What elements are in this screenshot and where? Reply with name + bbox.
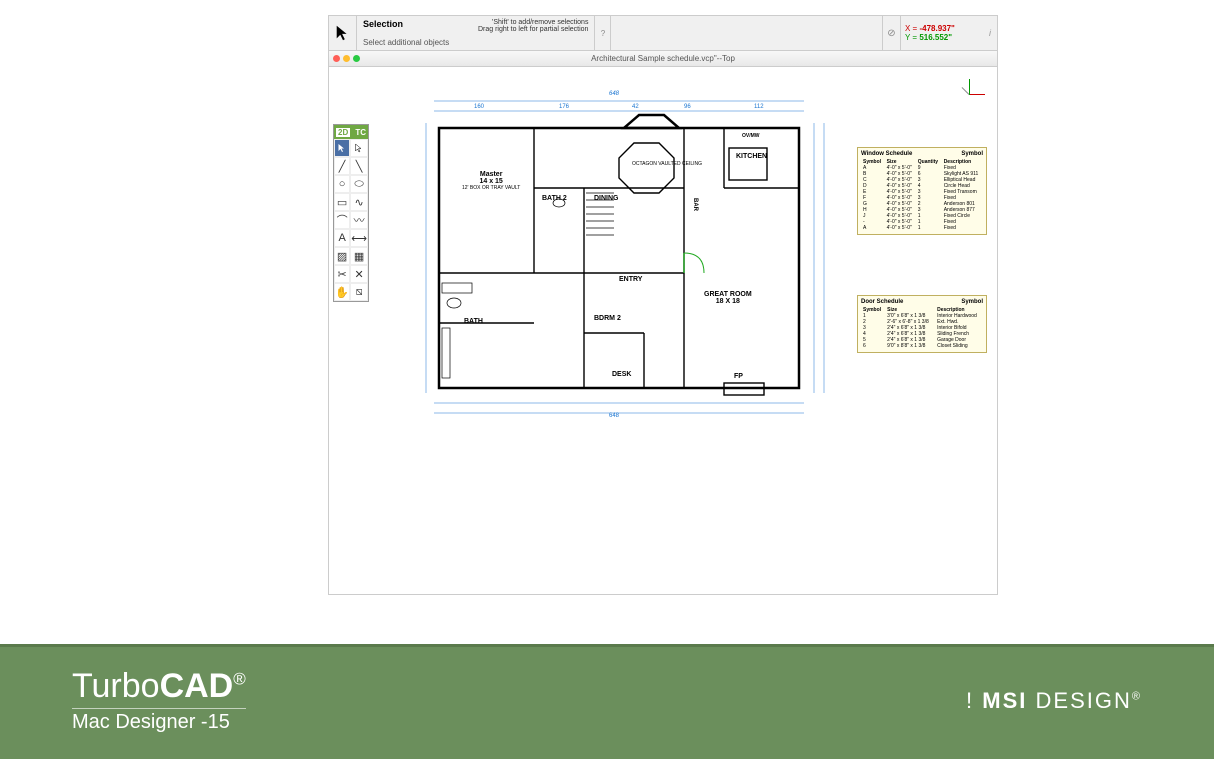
- room-fp: FP: [734, 373, 743, 380]
- dim-overall-bottom: 648: [609, 413, 619, 419]
- door-schedule-table: SymbolSizeDescription 13'0" x 6'8" x 1 3…: [861, 307, 983, 349]
- selection-title: Selection: [363, 19, 403, 33]
- door-schedule: Door ScheduleSymbol SymbolSizeDescriptio…: [857, 295, 987, 353]
- ucs-axes-icon: [963, 75, 989, 101]
- arc-tool[interactable]: ⌒: [334, 211, 350, 229]
- drawing-canvas[interactable]: 2D TC ╱ ╲ ○ ⬭ ▭ ∿ ⌒ 〰 A ⟷ ▨ ▦ ✂ ✕ ✋: [329, 67, 997, 594]
- table-row: A4'-0" x 5'-0"1Fixed: [861, 225, 983, 231]
- dim: 112: [754, 104, 764, 110]
- select-tool[interactable]: [334, 139, 350, 157]
- text-tool[interactable]: A: [334, 229, 350, 247]
- brand-name: TurboCAD®: [72, 667, 246, 706]
- lock-icon[interactable]: ⊘: [883, 16, 901, 50]
- palette-brand: TC: [355, 128, 366, 137]
- footer-banner: TurboCAD® Mac Designer -15 ! MSI DESIGN®: [0, 644, 1214, 759]
- dim: 160: [474, 104, 484, 110]
- selection-info: Selection 'Shift' to add/remove selectio…: [357, 16, 595, 50]
- coordinates: X = -478.937" Y = 516.552": [901, 16, 983, 50]
- select-alt-tool[interactable]: [350, 139, 368, 157]
- octagon-note: OCTAGON VAULTED CEILING: [632, 161, 702, 167]
- room-desk: DESK: [612, 371, 631, 378]
- room-entry: ENTRY: [619, 276, 642, 283]
- dim-overall-top: 648: [607, 91, 621, 97]
- brand-block: TurboCAD® Mac Designer -15: [72, 667, 246, 734]
- hatch2-tool[interactable]: ⧅: [350, 283, 368, 301]
- dim: 176: [559, 104, 569, 110]
- coord-y-label: Y =: [905, 33, 917, 42]
- curve-tool[interactable]: 〰: [350, 211, 368, 229]
- scissors-tool[interactable]: ✂: [334, 265, 350, 283]
- floorplan: 648 Master 14 x 15 12' BOX OR TRAY VAULT…: [384, 93, 844, 423]
- palette-header: 2D TC: [334, 125, 368, 139]
- cursor-arrow-icon: [334, 24, 352, 42]
- dimension-tool[interactable]: ⟷: [350, 229, 368, 247]
- ellipse-tool[interactable]: ⬭: [350, 175, 368, 193]
- coord-x-value: -478.937": [919, 24, 954, 33]
- line-tool[interactable]: ╱: [334, 157, 350, 175]
- window-schedule-table: SymbolSizeQuantityDescription A4'-0" x 5…: [861, 159, 983, 231]
- room-kitchen: KITCHEN: [736, 153, 767, 160]
- coord-x-label: X =: [905, 24, 917, 33]
- room-bath2: BATH 2: [542, 195, 567, 202]
- dim: 96: [684, 104, 691, 110]
- pan-tool[interactable]: ✋: [334, 283, 350, 301]
- room-dining: DINING: [594, 195, 619, 202]
- tool-palette[interactable]: 2D TC ╱ ╲ ○ ⬭ ▭ ∿ ⌒ 〰 A ⟷ ▨ ▦ ✂ ✕ ✋: [333, 124, 369, 302]
- room-bdrm2: BDRM 2: [594, 315, 621, 322]
- tool-grid: ╱ ╲ ○ ⬭ ▭ ∿ ⌒ 〰 A ⟷ ▨ ▦ ✂ ✕ ✋ ⧅: [334, 139, 368, 301]
- company-name: ! MSI DESIGN®: [966, 688, 1142, 714]
- room-great: GREAT ROOM 18 X 18: [704, 291, 752, 305]
- info-spacer: [611, 16, 883, 50]
- selection-hint2: Drag right to left for partial selection: [478, 26, 589, 33]
- help-button[interactable]: ?: [595, 16, 611, 50]
- app-window: Selection 'Shift' to add/remove selectio…: [328, 15, 998, 595]
- coord-y-value: 516.552": [919, 33, 952, 42]
- room-bath: BATH: [464, 318, 483, 325]
- selection-subtext: Select additional objects: [363, 38, 588, 47]
- brand-subtitle: Mac Designer -15: [72, 708, 246, 734]
- trim-tool[interactable]: ✕: [350, 265, 368, 283]
- hatch-tool[interactable]: ▨: [334, 247, 350, 265]
- circle-tool[interactable]: ○: [334, 175, 350, 193]
- fill-tool[interactable]: ▦: [350, 247, 368, 265]
- door-schedule-title: Door Schedule: [861, 299, 903, 305]
- selection-hint1: 'Shift' to add/remove selections: [478, 19, 589, 26]
- mode-label[interactable]: 2D: [336, 128, 350, 137]
- line2-tool[interactable]: ╲: [350, 157, 368, 175]
- room-mw: OV/MW: [742, 133, 760, 139]
- document-title: Architectural Sample schedule.vcp"--Top: [329, 54, 997, 63]
- info-bar: Selection 'Shift' to add/remove selectio…: [329, 16, 997, 51]
- info-icon[interactable]: i: [983, 16, 997, 50]
- title-bar: Architectural Sample schedule.vcp"--Top: [329, 51, 997, 67]
- dim: 42: [632, 104, 639, 110]
- room-bar: BAR: [692, 198, 698, 211]
- table-row: 69'0" x 8'8" x 1 3/8Closet Sliding: [861, 343, 983, 349]
- rect-tool[interactable]: ▭: [334, 193, 350, 211]
- room-master: Master 14 x 15 12' BOX OR TRAY VAULT: [462, 171, 520, 191]
- window-schedule: Window ScheduleSymbol SymbolSizeQuantity…: [857, 147, 987, 235]
- window-schedule-title: Window Schedule: [861, 151, 912, 157]
- spline-tool[interactable]: ∿: [350, 193, 368, 211]
- cursor-icon-cell: [329, 16, 357, 50]
